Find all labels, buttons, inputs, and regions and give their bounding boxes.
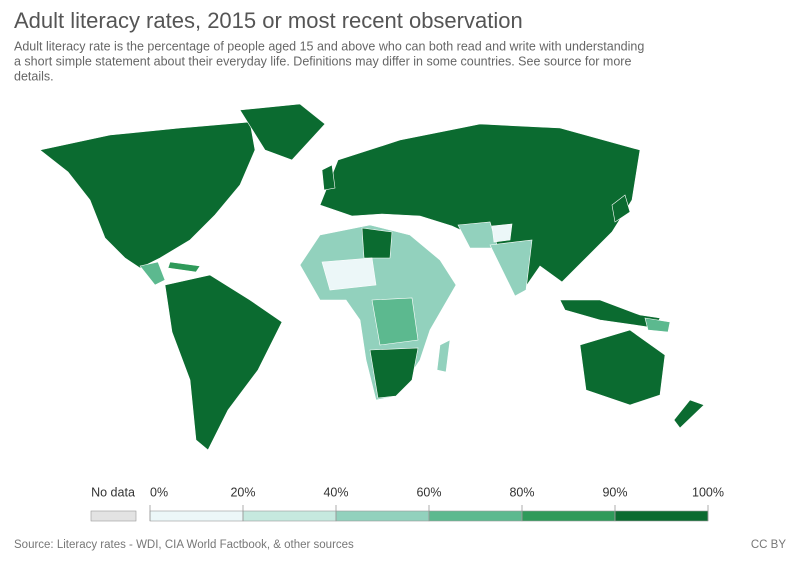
madagascar <box>436 339 451 373</box>
indonesia <box>559 299 661 329</box>
subtitle: details. <box>14 69 54 83</box>
legend-bin <box>521 510 616 522</box>
subtitle: Adult literacy rate is the percentage of… <box>14 39 644 53</box>
central-america <box>139 261 166 286</box>
india <box>489 239 533 297</box>
greenland <box>239 103 326 161</box>
sahel <box>321 257 377 291</box>
legend-tick-label: 40% <box>323 485 348 499</box>
legend: No data 0% 20% 40% 60% 80% 90% 100% <box>90 485 724 522</box>
australia <box>579 329 666 406</box>
legend-tick-label: 0% <box>150 485 168 499</box>
north-america <box>39 121 256 269</box>
legend-bin <box>335 510 430 522</box>
new-zealand <box>673 399 705 429</box>
legend-tick-label: 90% <box>602 485 627 499</box>
southern-africa <box>369 347 419 399</box>
legend-bin <box>428 510 523 522</box>
legend-tick-label: 20% <box>230 485 255 499</box>
legend-tick-label: 80% <box>509 485 534 499</box>
legend-no-data-label: No data <box>91 485 135 499</box>
japan <box>611 194 631 223</box>
south-america <box>164 274 283 451</box>
caribbean <box>167 261 201 273</box>
legend-bin <box>242 510 337 522</box>
north-africa <box>361 227 393 259</box>
subtitle: a short simple statement about their eve… <box>14 54 631 68</box>
eurasia <box>319 123 641 293</box>
legend-tick-label: 60% <box>416 485 441 499</box>
legend-tick-label: 100% <box>692 485 724 499</box>
license: CC BY <box>751 539 786 551</box>
papua <box>644 317 671 333</box>
title: Adult literacy rates, 2015 or most recen… <box>14 8 523 33</box>
legend-no-data-swatch <box>90 510 137 522</box>
legend-bin <box>614 510 709 522</box>
source-note: Source: Literacy rates - WDI, CIA World … <box>14 539 354 551</box>
world-map <box>39 103 705 451</box>
united-kingdom <box>321 164 336 191</box>
legend-bin <box>149 510 244 522</box>
central-africa <box>371 297 419 346</box>
afghanistan <box>491 223 513 243</box>
